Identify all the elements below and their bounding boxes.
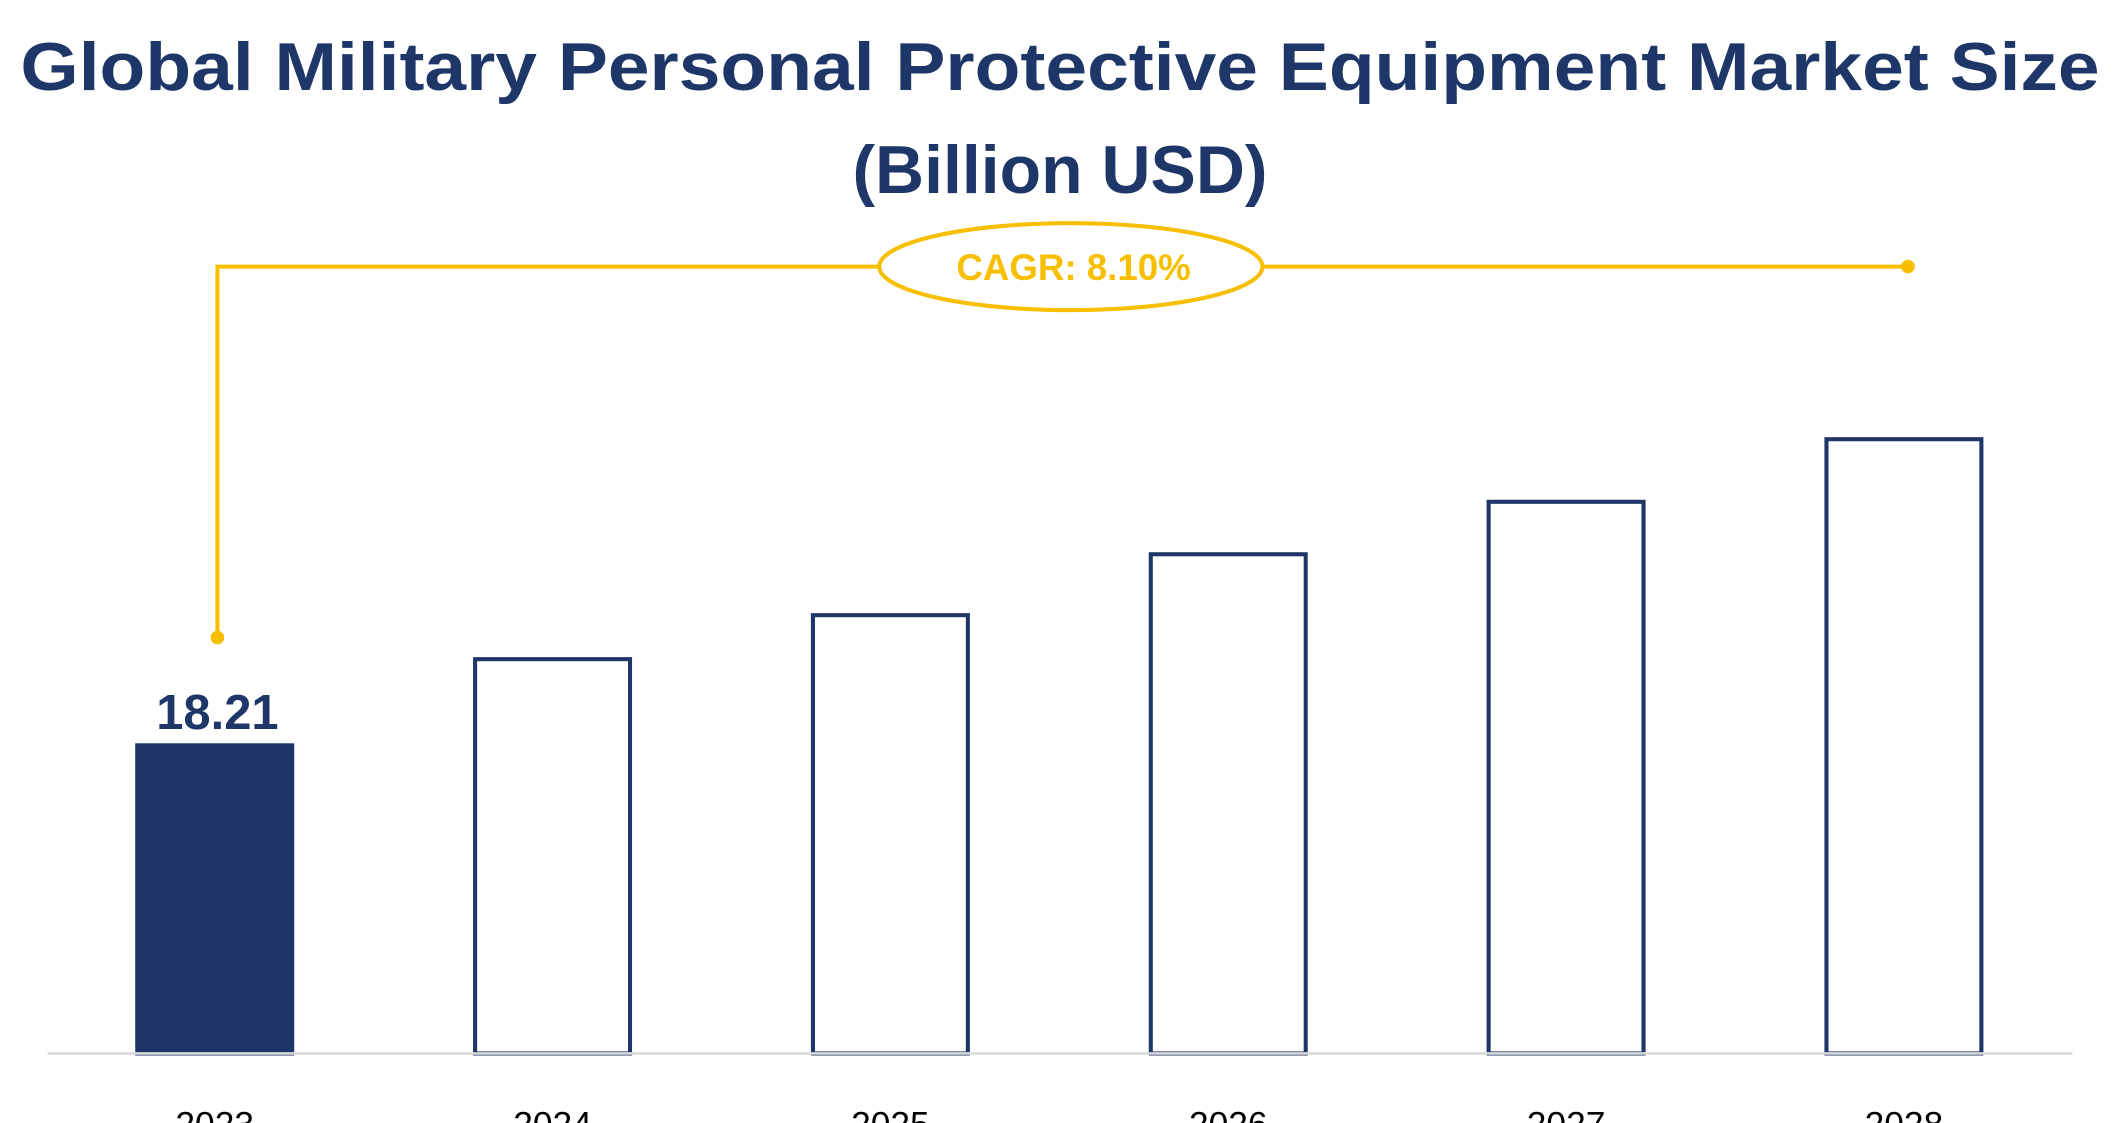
- x-tick-labels: 2023 2024 2025 2026 2027 2028: [175, 1105, 1943, 1123]
- bar-2027: [1486, 499, 1646, 1056]
- cagr-start-dot: [210, 630, 225, 645]
- x-tick-label: 2024: [513, 1105, 592, 1123]
- data-label: 18.21: [156, 686, 278, 740]
- bar-2025: [810, 613, 970, 1056]
- bar-2028: [1824, 437, 1984, 1056]
- chart-title-line-2: (Billion USD): [852, 132, 1267, 208]
- x-tick-label: 2025: [851, 1105, 930, 1123]
- cagr-connector-line: [215, 264, 1908, 638]
- x-tick-label: 2027: [1527, 1105, 1606, 1123]
- x-tick-label: 2026: [1189, 1105, 1268, 1123]
- cagr-annotation: CAGR: 8.10%: [210, 221, 1915, 645]
- bar-2023: [135, 743, 295, 1056]
- bars: 18.21: [135, 437, 1984, 1056]
- cagr-ellipse: [877, 221, 1265, 313]
- cagr-label: CAGR: 8.10%: [956, 247, 1190, 288]
- cagr-end-dot: [1901, 259, 1915, 274]
- chart-title-line-1: Global Military Personal Protective Equi…: [20, 29, 2099, 105]
- bar-2026: [1148, 552, 1308, 1056]
- x-tick-label: 2023: [175, 1105, 254, 1123]
- bar-2024: [473, 657, 633, 1056]
- x-tick-label: 2028: [1865, 1105, 1944, 1123]
